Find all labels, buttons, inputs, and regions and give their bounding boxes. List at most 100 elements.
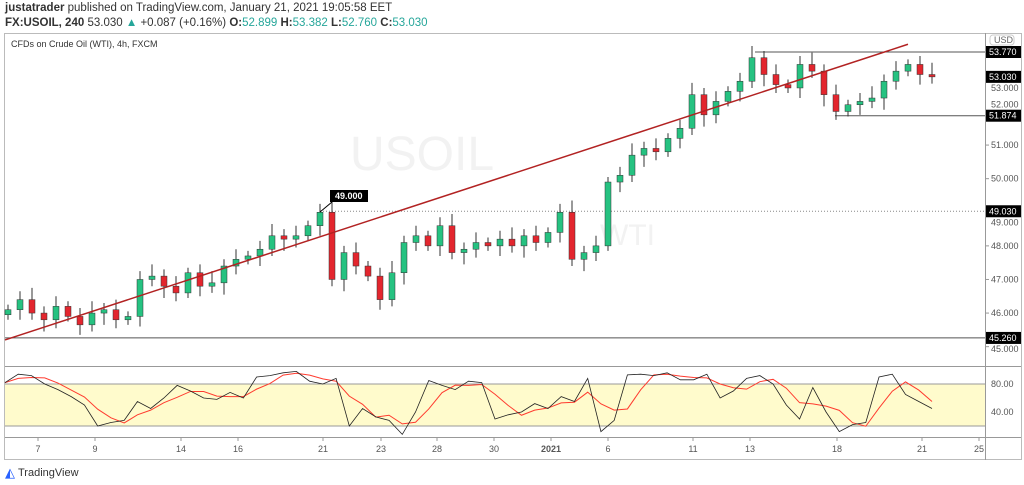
candle-body	[256, 248, 264, 257]
quote-line: FX:USOIL, 240 53.030 ▲ +0.087 (+0.16%) O…	[5, 17, 428, 29]
candle-body	[592, 245, 600, 253]
candle-body	[352, 252, 360, 267]
l-label: L:	[331, 17, 342, 29]
candle	[640, 141, 648, 167]
currency-badge[interactable]	[989, 34, 1015, 46]
up-arrow-icon: ▲	[125, 17, 138, 29]
chart-title: CFDs on Crude Oil (WTI), 4h, FXCM	[11, 39, 158, 49]
candle-body	[784, 84, 792, 89]
candle-body	[604, 181, 612, 247]
candle	[520, 229, 528, 258]
tradingview-icon: ◭	[5, 465, 15, 480]
candle	[928, 62, 936, 84]
stoch-k-line	[4, 370, 933, 436]
candle	[400, 235, 408, 285]
candle	[496, 230, 504, 256]
candle	[268, 224, 276, 256]
candle-body	[16, 299, 24, 310]
candle	[748, 45, 756, 88]
price-label-bg	[986, 46, 1021, 58]
candle	[220, 259, 228, 295]
author[interactable]: justatrader	[5, 2, 65, 14]
trendline	[4, 43, 909, 341]
price-label: 45.260	[989, 333, 1017, 343]
c-label: C:	[380, 17, 393, 29]
last-price: 53.030	[87, 17, 123, 29]
candle-body	[640, 148, 648, 156]
publish-info: justatrader published on TradingView.com…	[5, 2, 392, 14]
candle-body	[892, 70, 900, 82]
candle	[856, 92, 864, 115]
candle-body	[364, 265, 372, 277]
open: 52.899	[242, 17, 278, 29]
candle-body	[436, 225, 444, 247]
candle	[664, 133, 672, 157]
candle-body	[928, 74, 936, 78]
close: 53.030	[392, 17, 428, 29]
y-tick-label: 50.000	[991, 174, 1019, 184]
candle	[832, 84, 840, 120]
stoch-band	[5, 384, 985, 426]
price-label: 53.030	[989, 72, 1017, 82]
candle-body	[748, 57, 756, 82]
candle-body	[376, 275, 384, 300]
price-label-bg	[986, 109, 1021, 122]
price-label: 53.770	[989, 47, 1017, 57]
x-tick-label: 18	[832, 444, 842, 454]
candle	[76, 308, 84, 335]
candle-body	[844, 104, 852, 112]
candle	[280, 229, 288, 251]
candle-body	[796, 64, 804, 89]
candle	[508, 227, 516, 253]
candle-body	[856, 101, 864, 106]
candle	[796, 56, 804, 99]
candle	[328, 200, 336, 287]
candle	[16, 291, 24, 320]
tradingview-logo[interactable]: ◭ TradingView	[5, 465, 79, 481]
candle	[364, 260, 372, 282]
x-tick-label: 23	[376, 444, 386, 454]
candle-body	[160, 275, 168, 287]
candle-body	[40, 312, 48, 321]
candle-body	[472, 242, 480, 250]
candle	[556, 203, 564, 243]
candle-body	[616, 175, 624, 183]
candle-body	[724, 91, 732, 102]
candle	[208, 271, 216, 293]
price-label: 51.874	[989, 111, 1017, 121]
y-tick-label: 53.000	[991, 83, 1019, 93]
candle	[460, 242, 468, 265]
candle	[880, 74, 888, 110]
candle	[436, 217, 444, 256]
chart-frame	[4, 33, 1022, 460]
candle-body	[124, 316, 132, 321]
candle	[28, 287, 36, 320]
candle-body	[304, 225, 312, 237]
candle-body	[664, 138, 672, 153]
candle-body	[520, 235, 528, 247]
candle-body	[688, 94, 696, 129]
candle-body	[52, 306, 60, 321]
candle	[784, 79, 792, 93]
candle-body	[544, 232, 552, 243]
candle-body	[28, 299, 36, 314]
candle	[160, 269, 168, 298]
x-tick-label: 6	[605, 444, 610, 454]
candle-body	[508, 238, 516, 247]
x-tick-label: 30	[489, 444, 499, 454]
candle	[688, 82, 696, 135]
candle-body	[568, 212, 576, 260]
candle-body	[184, 272, 192, 294]
candle-body	[880, 80, 888, 99]
callout-pointer	[319, 201, 333, 213]
candle-body	[100, 309, 108, 314]
candle-body	[400, 242, 408, 274]
stoch-d-line	[4, 372, 933, 427]
candle-body	[904, 64, 912, 72]
candle	[184, 267, 192, 298]
candle-body	[316, 212, 324, 226]
candle	[304, 220, 312, 241]
candle	[892, 61, 900, 90]
candle-body	[328, 212, 336, 280]
